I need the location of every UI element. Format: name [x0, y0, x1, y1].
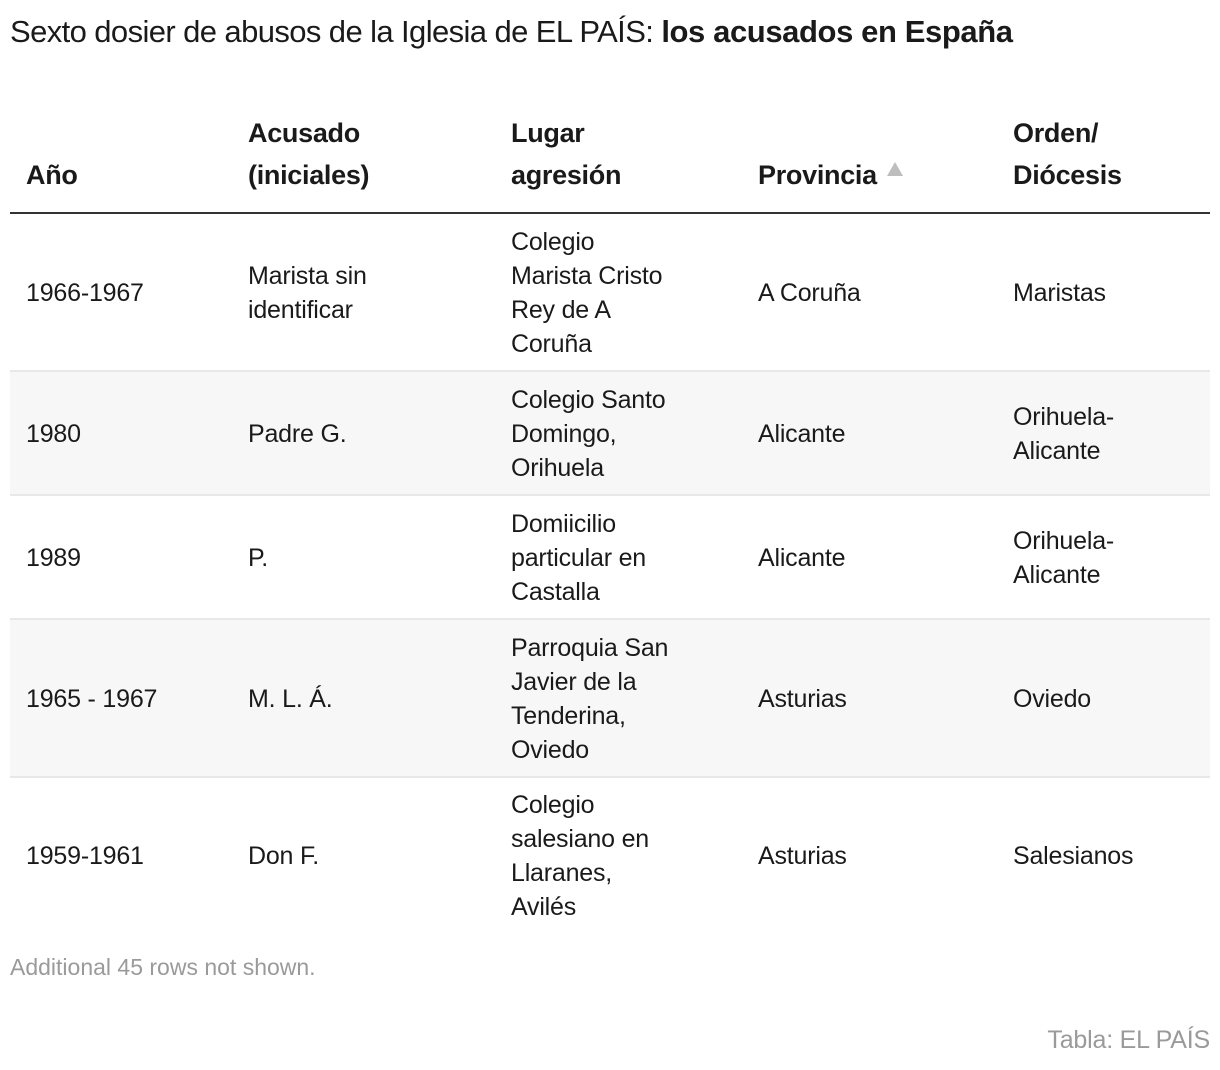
cell-accused: Don F. [248, 842, 320, 870]
table-row: 1965 - 1967 M. L. Á. Parroquia San Javier… [10, 620, 1210, 778]
table-row: 1966-1967 Marista sin identificar Colegio… [10, 214, 1210, 372]
cell-order: Orihuela- Alicante [1013, 527, 1115, 589]
cell-accused: Marista sin identificar [248, 262, 367, 324]
table-row: 1989 P. Domiicilio particular en Castalla … [10, 496, 1210, 620]
cell-accused: Padre G. [248, 420, 347, 448]
column-header-accused[interactable]: Acusado (iniciales) [248, 118, 370, 190]
column-header-place[interactable]: Lugar agresión [511, 118, 622, 190]
cell-place: Colegio Marista Cristo Rey de A Coruña [511, 228, 663, 358]
data-table: Año Acusado (iniciales) Lugar agresión P… [10, 100, 1210, 934]
column-header-province[interactable]: Provincia [758, 154, 903, 196]
table-row: 1959-1961 Don F. Colegio salesiano en Llar… [10, 778, 1210, 934]
cell-accused: P. [248, 544, 268, 572]
cell-order: Salesianos [1013, 842, 1134, 870]
source-credit: Tabla: EL PAÍS [1047, 1026, 1210, 1054]
cell-year: 1966-1967 [26, 279, 144, 307]
column-header-order[interactable]: Orden/ Diócesis [1013, 118, 1122, 190]
table-row: 1980 Padre G. Colegio Santo Domingo, Orihu… [10, 372, 1210, 496]
cell-province: Alicante [758, 420, 846, 448]
cell-province: Alicante [758, 544, 846, 572]
cell-place: Colegio Santo Domingo, Orihuela [511, 386, 666, 482]
cell-order: Orihuela- Alicante [1013, 403, 1115, 465]
cell-order: Maristas [1013, 279, 1106, 307]
rows-hidden-note: Additional 45 rows not shown. [10, 954, 316, 980]
cell-year: 1980 [26, 420, 81, 448]
title-regular: Sexto dosier de abusos de la Iglesia de … [10, 14, 662, 49]
cell-accused: M. L. Á. [248, 685, 333, 713]
cell-year: 1965 - 1967 [26, 685, 158, 713]
cell-order: Oviedo [1013, 685, 1092, 713]
cell-place: Parroquia San Javier de la Tenderina, Ovied… [511, 634, 669, 764]
cell-place: Colegio salesiano en Llaranes, Avilés [511, 791, 649, 921]
cell-province: Asturias [758, 842, 847, 870]
cell-province: Asturias [758, 685, 847, 713]
cell-year: 1959-1961 [26, 842, 144, 870]
table-title: Sexto dosier de abusos de la Iglesia de … [10, 12, 1013, 52]
cell-place: Domiicilio particular en Castalla [511, 510, 646, 606]
table-header: Año Acusado (iniciales) Lugar agresión P… [10, 100, 1210, 214]
sort-ascending-icon[interactable] [886, 162, 903, 176]
column-header-year[interactable]: Año [26, 160, 78, 190]
cell-province: A Coruña [758, 279, 861, 307]
cell-year: 1989 [26, 544, 81, 572]
title-bold: los acusados en España [661, 14, 1013, 49]
